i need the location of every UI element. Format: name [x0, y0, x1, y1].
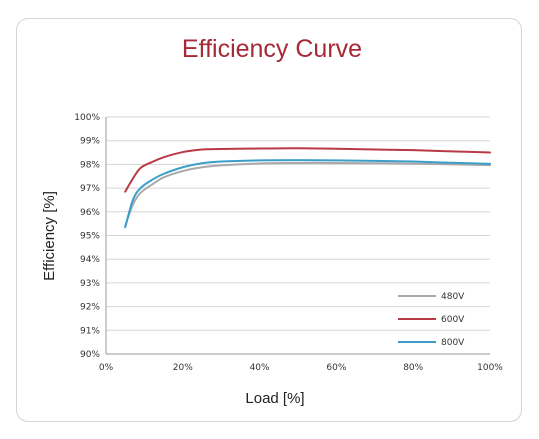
y-tick-label: 91% — [80, 326, 100, 336]
x-tick-label: 80% — [403, 363, 423, 373]
series-line-600v — [124, 147, 491, 193]
y-axis-ticks: 90% 91% 92% 93% 94% 95% 96% 97% 98% 99% 100% — [74, 113, 100, 360]
x-axis-label: Load [%] — [245, 390, 304, 407]
y-tick-label: 97% — [80, 184, 100, 194]
chart-card — [16, 18, 522, 422]
y-axis-label: Efficiency [%] — [41, 191, 58, 281]
y-tick-label: 93% — [80, 279, 100, 289]
y-tick-label: 98% — [80, 160, 100, 170]
y-tick-label: 95% — [80, 232, 100, 242]
x-tick-label: 40% — [250, 363, 270, 373]
grid — [105, 116, 490, 355]
series-line-480v — [124, 161, 491, 228]
x-axis-ticks: 0% 20% 40% 60% 80% 100% — [99, 363, 503, 373]
chart-title: Efficiency Curve — [182, 35, 362, 63]
x-tick-label: 0% — [99, 363, 114, 373]
legend: 480V 600V 800V — [398, 292, 465, 348]
x-tick-label: 60% — [326, 363, 346, 373]
x-tick-label: 20% — [173, 363, 193, 373]
y-tick-label: 90% — [80, 350, 100, 360]
x-tick-label: 100% — [477, 363, 503, 373]
series-line-800v — [124, 159, 491, 229]
series-lines — [124, 147, 491, 229]
legend-label-800v: 800V — [441, 338, 465, 348]
y-tick-label: 99% — [80, 137, 100, 147]
y-tick-label: 92% — [80, 303, 100, 313]
y-tick-label: 100% — [74, 113, 100, 123]
legend-label-600v: 600V — [441, 315, 465, 325]
legend-label-480v: 480V — [441, 292, 465, 302]
y-tick-label: 96% — [80, 208, 100, 218]
y-tick-label: 94% — [80, 255, 100, 265]
